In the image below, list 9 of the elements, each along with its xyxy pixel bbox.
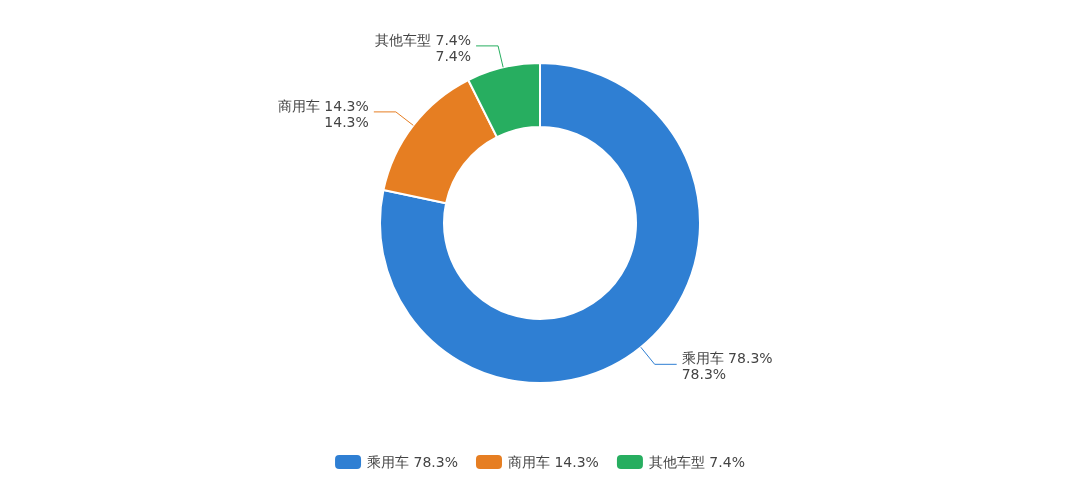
legend-label: 其他车型 7.4% (648, 454, 745, 470)
data-label: 78.3% (681, 366, 727, 383)
slice-label: 乘用车 78.3% (681, 350, 773, 367)
legend-label: 乘用车 78.3% (367, 454, 458, 470)
slice-label: 其他车型 7.4% (375, 31, 472, 48)
data-label: 7.4% (435, 47, 472, 64)
legend-label: 商用车 14.3% (507, 454, 599, 470)
slice-label: 商用车 14.3% (277, 97, 369, 114)
data-label: 14.3% (324, 113, 369, 130)
